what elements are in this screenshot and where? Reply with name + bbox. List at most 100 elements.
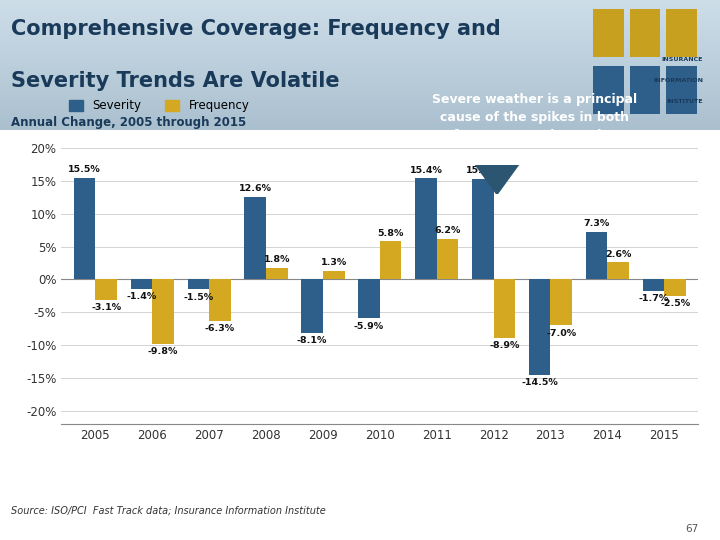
Bar (0, 16, 720, 18)
Bar (551, 280, 572, 326)
Bar (0, 122, 720, 124)
Bar (629, 9, 660, 57)
Bar (0, 44, 720, 46)
Text: 6.2%: 6.2% (434, 226, 461, 235)
Text: -1.4%: -1.4% (126, 292, 156, 301)
Text: Annual Change, 2005 through 2015: Annual Change, 2005 through 2015 (11, 116, 246, 129)
Bar (0, 68, 720, 70)
Text: INSURANCE: INSURANCE (662, 57, 703, 63)
Bar (0, 85, 720, 88)
Bar (0, 104, 720, 106)
Text: INSTITUTE: INSTITUTE (667, 99, 703, 104)
Text: Comprehensive Coverage: Frequency and: Comprehensive Coverage: Frequency and (11, 19, 500, 39)
Bar (0, 78, 720, 80)
Bar (0, 29, 720, 31)
Text: -14.5%: -14.5% (521, 378, 558, 387)
Text: 5.8%: 5.8% (377, 229, 404, 238)
Bar (0, 5, 720, 8)
Text: 1.3%: 1.3% (320, 258, 347, 267)
Bar (209, 280, 230, 321)
Bar (0, 106, 720, 109)
Bar (380, 241, 402, 280)
Bar (0, 70, 720, 72)
Bar (0, 62, 720, 65)
Bar (0, 114, 720, 117)
Bar (0, 96, 720, 98)
Text: -5.9%: -5.9% (354, 322, 384, 331)
Text: 15.5%: 15.5% (68, 165, 101, 174)
Bar (244, 197, 266, 280)
Text: -3.1%: -3.1% (91, 303, 121, 313)
Text: Weather Creates Volatility for Comprehensive Coverage: Weather Creates Volatility for Comprehen… (97, 446, 623, 464)
Text: 2.6%: 2.6% (605, 250, 631, 259)
Bar (0, 88, 720, 91)
Bar (629, 66, 660, 114)
Bar (0, 10, 720, 13)
Bar (0, 59, 720, 62)
Bar (665, 280, 686, 296)
Text: -1.5%: -1.5% (184, 293, 213, 302)
Text: -7.0%: -7.0% (546, 329, 576, 338)
Bar (266, 268, 287, 280)
Bar (0, 33, 720, 36)
Bar (0, 91, 720, 93)
Text: Severe weather is a principal
cause of the spikes in both
frequency and severity: Severe weather is a principal cause of t… (432, 93, 637, 142)
Bar (301, 280, 323, 333)
Bar (0, 101, 720, 104)
Bar (529, 280, 551, 375)
Bar (0, 127, 720, 130)
Text: -2.5%: -2.5% (660, 300, 690, 308)
Bar (323, 271, 345, 280)
Text: Source: ISO/PCI  Fast Track data; Insurance Information Institute: Source: ISO/PCI Fast Track data; Insuran… (11, 505, 325, 515)
Text: 67: 67 (685, 524, 698, 534)
Text: -9.8%: -9.8% (148, 347, 179, 356)
Bar (593, 66, 624, 114)
Polygon shape (475, 165, 518, 194)
Text: -8.1%: -8.1% (297, 336, 328, 345)
Text: 1.8%: 1.8% (264, 255, 290, 264)
Text: 7.3%: 7.3% (583, 219, 610, 228)
Bar (130, 280, 152, 289)
Bar (472, 179, 494, 280)
Bar (0, 26, 720, 29)
Text: 15.4%: 15.4% (410, 166, 442, 175)
Text: -8.9%: -8.9% (489, 341, 520, 350)
Bar (643, 280, 665, 291)
Bar (0, 46, 720, 49)
Bar (0, 55, 720, 57)
Text: 15.3%: 15.3% (467, 166, 499, 176)
Bar (0, 65, 720, 68)
Bar (0, 109, 720, 111)
Bar (0, 42, 720, 44)
Bar (0, 111, 720, 114)
Bar (0, 75, 720, 78)
Bar (494, 280, 516, 338)
Bar (437, 239, 459, 280)
Bar (0, 93, 720, 96)
Bar (415, 178, 437, 280)
Bar (95, 280, 117, 300)
Bar (0, 119, 720, 122)
Bar (358, 280, 379, 318)
Bar (73, 178, 95, 280)
Bar (0, 31, 720, 33)
Bar (0, 80, 720, 83)
Bar (0, 83, 720, 85)
Bar (0, 52, 720, 55)
Bar (667, 66, 697, 114)
Bar (667, 9, 697, 57)
Text: -6.3%: -6.3% (205, 325, 235, 333)
Bar (0, 49, 720, 52)
Bar (593, 9, 624, 57)
Text: Severity Trends Are Volatile: Severity Trends Are Volatile (11, 71, 339, 91)
Text: 12.6%: 12.6% (239, 184, 271, 193)
Bar (586, 232, 608, 280)
Legend: Severity, Frequency: Severity, Frequency (64, 94, 254, 117)
Bar (0, 23, 720, 26)
Bar (0, 98, 720, 101)
Bar (152, 280, 174, 344)
Text: -1.7%: -1.7% (639, 294, 669, 303)
Bar (0, 8, 720, 10)
Bar (0, 13, 720, 16)
Bar (0, 21, 720, 23)
